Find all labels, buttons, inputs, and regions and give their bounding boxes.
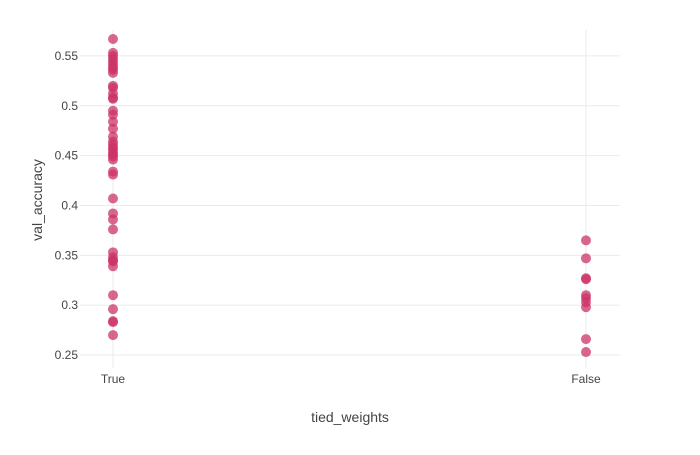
data-point [581, 274, 591, 285]
data-point [581, 253, 591, 264]
x-tick-label: False [571, 372, 601, 386]
data-point [108, 109, 118, 120]
y-axis-title: val_accuracy [29, 159, 45, 241]
data-point [108, 93, 118, 104]
data-point [108, 317, 118, 328]
data-points [108, 33, 591, 358]
y-tick-label: 0.4 [61, 198, 78, 212]
data-point [108, 214, 118, 225]
data-point [108, 290, 118, 301]
y-tick-label: 0.35 [55, 248, 79, 262]
x-axis-title: tied_weights [311, 409, 389, 425]
data-point [108, 123, 118, 134]
y-tick-label: 0.45 [55, 149, 79, 163]
data-point [581, 302, 591, 313]
grid [80, 30, 620, 368]
y-tick-label: 0.5 [61, 99, 78, 113]
data-point [581, 334, 591, 345]
data-point [108, 116, 118, 127]
data-point [108, 261, 118, 272]
data-point [108, 330, 118, 341]
y-tick-label: 0.3 [61, 298, 78, 312]
data-point [108, 224, 118, 235]
data-point [108, 304, 118, 315]
data-point [108, 33, 118, 44]
y-tick-label: 0.55 [55, 49, 79, 63]
data-point [108, 154, 118, 165]
x-axis-ticks: True False [101, 372, 601, 386]
data-point [581, 235, 591, 246]
data-point [581, 347, 591, 358]
data-point [108, 67, 118, 78]
data-point [108, 193, 118, 204]
y-axis-ticks: 0.25 0.3 0.35 0.4 0.45 0.5 0.55 [55, 49, 79, 362]
data-point [108, 169, 118, 180]
y-tick-label: 0.25 [55, 348, 79, 362]
x-tick-label: True [101, 372, 126, 386]
